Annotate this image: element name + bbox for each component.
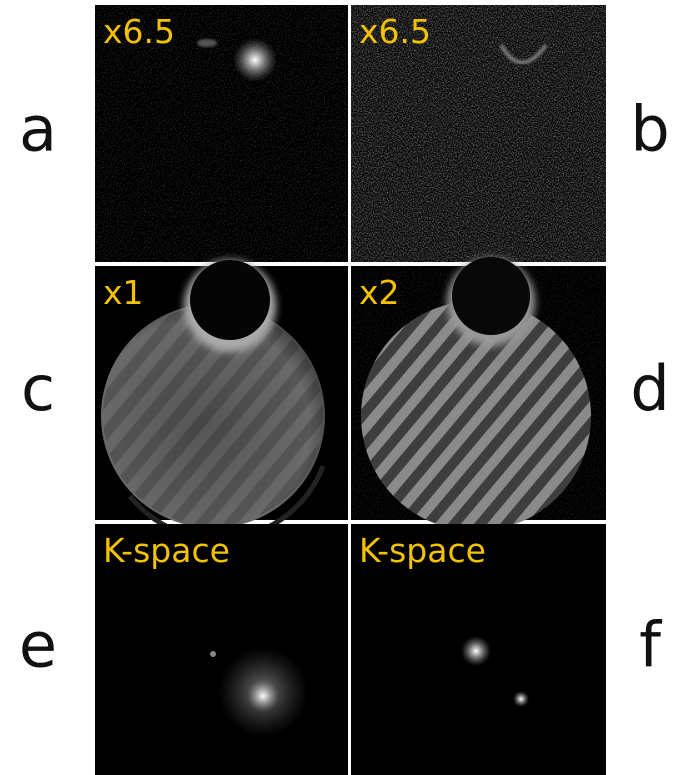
panel-overlay-label: K-space [103, 531, 230, 570]
image-panel: x1 [95, 260, 348, 539]
bright-spot [233, 38, 277, 82]
panel-overlay-label: x1 [103, 273, 144, 312]
bright-spot [247, 680, 279, 712]
panel-overlay-label: x2 [359, 273, 400, 312]
panel-overlay-label: K-space [359, 531, 486, 570]
image-panel: x6.5 [95, 5, 348, 262]
bright-spot [461, 636, 491, 666]
panel-letter: f [639, 609, 663, 682]
panel-letter: e [19, 609, 57, 682]
panel-overlay-label: x6.5 [359, 12, 431, 51]
faint-spot [210, 651, 216, 657]
panel-letter: d [630, 352, 669, 425]
image-panel: x6.5 [351, 5, 606, 262]
image-panel: x2 [351, 257, 606, 531]
panel-letter: c [21, 352, 55, 425]
panel-overlay-label: x6.5 [103, 12, 175, 51]
small-spot [513, 691, 529, 707]
image-panel: K-space [351, 524, 606, 775]
figure: x6.5 a x6.5 b x1 c x2 d K-space e K-space f [0, 0, 685, 775]
notch [190, 260, 270, 340]
faint-spot [197, 39, 217, 47]
image-panel: K-space [95, 524, 348, 775]
panel-letter: a [19, 93, 57, 166]
panel-letter: b [630, 93, 669, 166]
notch [452, 257, 530, 335]
panel-grid: x6.5 a x6.5 b x1 c x2 d K-space e K-space f [19, 5, 670, 775]
